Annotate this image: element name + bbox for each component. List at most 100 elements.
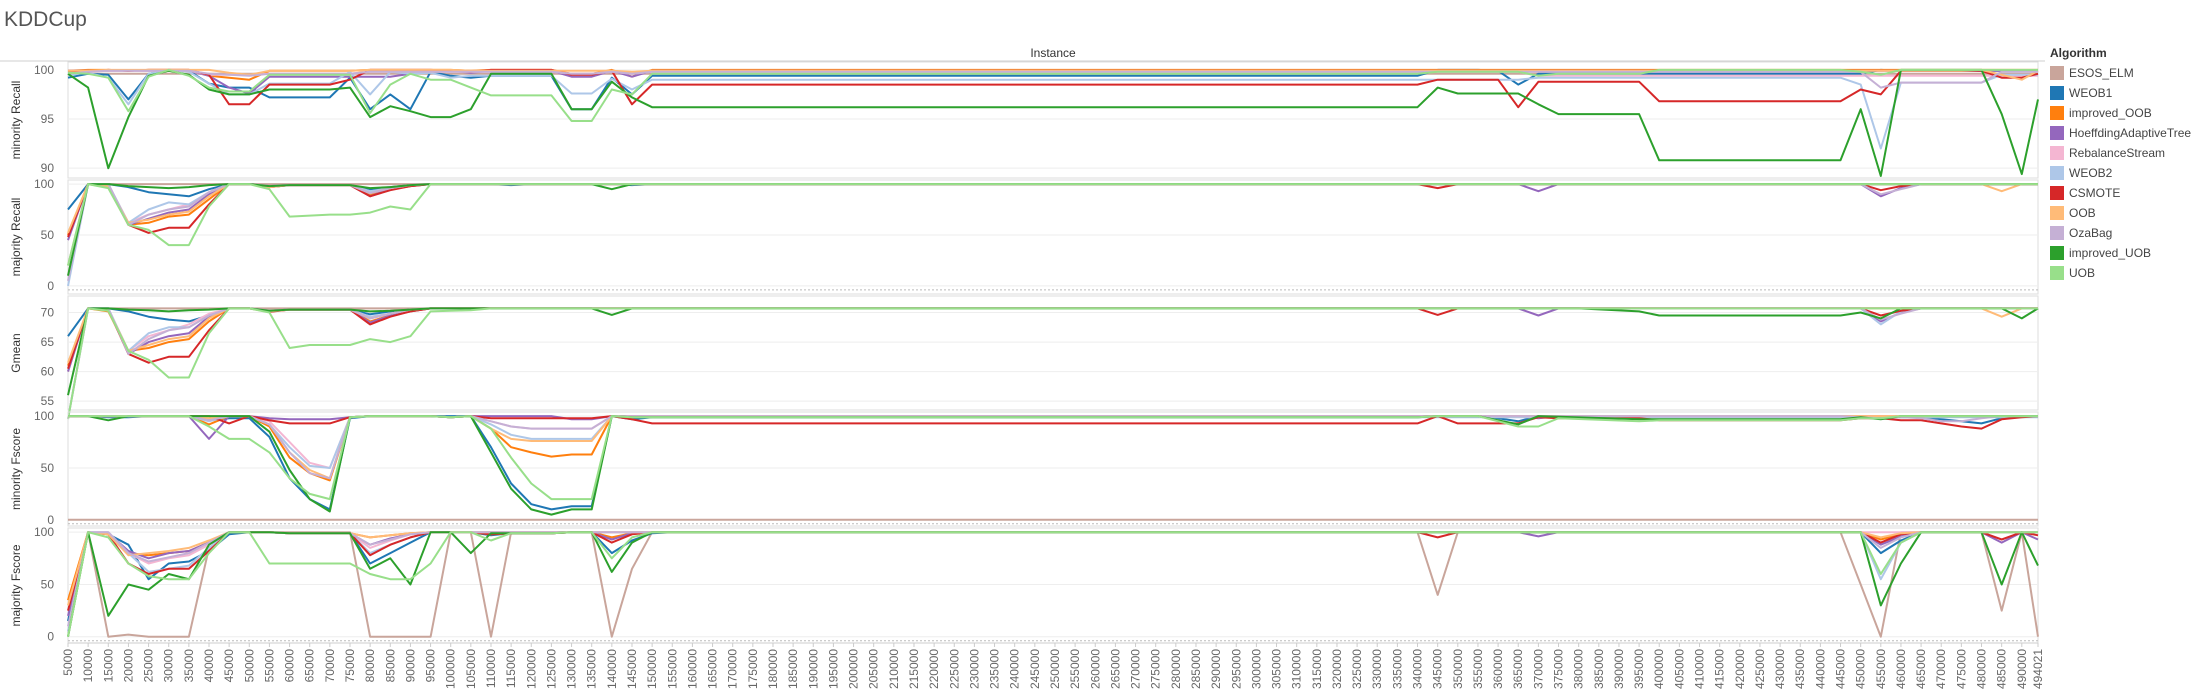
minority-recall-series-weob2 (67, 68, 2038, 150)
x-tick-label: 420000 (1733, 649, 1747, 689)
x-tick-label: 220000 (927, 649, 941, 689)
minority-recall-panel-frame (67, 61, 2039, 179)
x-tick-label: 415000 (1713, 649, 1727, 689)
legend-item-csmote[interactable]: CSMOTE (2050, 183, 2210, 203)
minority-fscore-y-tick-label: 100 (34, 409, 54, 423)
x-tick-label: 55000 (262, 649, 276, 683)
x-tick-label: 255000 (1068, 649, 1082, 689)
x-tick-label: 125000 (544, 649, 558, 689)
minority-recall-series-uob (67, 68, 2038, 122)
x-tick-label: 140000 (605, 649, 619, 689)
legend-item-weob2[interactable]: WEOB2 (2050, 163, 2210, 183)
minority-fscore-panel-frame (67, 411, 2039, 527)
x-tick-label: 265000 (1108, 649, 1122, 689)
legend-item-improved-oob[interactable]: improved_OOB (2050, 103, 2210, 123)
x-tick-label: 30000 (162, 649, 176, 683)
x-tick-label: 205000 (867, 649, 881, 689)
x-tick-label: 395000 (1632, 649, 1646, 689)
majority-recall-panel-frame (67, 179, 2039, 295)
x-tick-label: 375000 (1552, 649, 1566, 689)
gmean-series-improved-oob (67, 307, 2038, 367)
x-tick-label: 105000 (464, 649, 478, 689)
majority-recall-series-rebalancestream (67, 183, 2038, 276)
minority-fscore-series-improved-uob (68, 415, 2038, 516)
minority-fscore-series-weob1 (68, 415, 2038, 511)
majority-fscore-y-tick-label: 0 (47, 630, 54, 644)
x-tick-label: 235000 (988, 649, 1002, 689)
majority-recall-series-ozabag (67, 183, 2038, 282)
legend-item-ozabag[interactable]: OzaBag (2050, 223, 2210, 243)
legend-items: ESOS_ELM WEOB1 improved_OOB HoeffdingAdapti… (2050, 63, 2210, 283)
legend-item-uob[interactable]: UOB (2050, 263, 2210, 283)
minority-fscore-series-oob (68, 415, 2038, 480)
legend-label: improved_UOB (2069, 246, 2152, 260)
x-tick-label: 460000 (1894, 649, 1908, 689)
legend-label: RebalanceStream (2069, 146, 2166, 160)
x-tick-label: 345000 (1431, 649, 1445, 689)
gmean-series-improved-uob (67, 307, 2039, 396)
x-tick-label: 155000 (665, 649, 679, 689)
page-title: KDDCup (4, 8, 87, 31)
x-tick-label: 315000 (1310, 649, 1324, 689)
x-tick-label: 340000 (1411, 649, 1425, 689)
gmean-series-uob (67, 307, 2038, 420)
majority-fscore-axis-title: majority Fscore (9, 544, 23, 626)
x-tick-label: 260000 (1088, 649, 1102, 689)
x-tick-label: 300000 (1249, 649, 1263, 689)
legend-label: OOB (2069, 206, 2096, 220)
x-tick-label: 95000 (424, 649, 438, 683)
legend-item-oob[interactable]: OOB (2050, 203, 2210, 223)
x-tick-label: 305000 (1270, 649, 1284, 689)
x-tick-label: 150000 (645, 649, 659, 689)
majority-recall-series-esos-elm (67, 183, 2038, 266)
x-tick-label: 435000 (1793, 649, 1807, 689)
x-tick-label: 175000 (746, 649, 760, 689)
gmean-y-tick-label: 55 (41, 394, 55, 408)
legend-swatch (2050, 206, 2064, 220)
legend-swatch (2050, 86, 2064, 100)
legend-swatch (2050, 66, 2064, 80)
x-tick-label: 135000 (585, 649, 599, 689)
x-tick-label: 120000 (524, 649, 538, 689)
legend-label: WEOB1 (2069, 86, 2113, 100)
x-tick-label: 320000 (1330, 649, 1344, 689)
x-tick-label: 440000 (1813, 649, 1827, 689)
x-tick-label: 285000 (1189, 649, 1203, 689)
legend-label: UOB (2069, 266, 2096, 280)
legend-item-rebalancestream[interactable]: RebalanceStream (2050, 143, 2210, 163)
gmean-y-tick-label: 60 (41, 365, 55, 379)
minority-fscore-axis-title: minority Fscore (9, 428, 23, 510)
gmean-series-weob2 (67, 307, 2038, 420)
x-tick-label: 25000 (142, 649, 156, 683)
x-tick-label: 35000 (182, 649, 196, 683)
x-tick-label: 400000 (1652, 649, 1666, 689)
x-tick-label: 250000 (1048, 649, 1062, 689)
minority-fscore-series-ozabag (68, 415, 2038, 480)
x-tick-label: 290000 (1209, 649, 1223, 689)
x-tick-label: 60000 (283, 649, 297, 683)
x-tick-label: 225000 (947, 649, 961, 689)
x-tick-label: 445000 (1834, 649, 1848, 689)
x-tick-label: 210000 (887, 649, 901, 689)
majority-recall-series-uob (67, 183, 2038, 266)
legend-item-hoeffdingadaptivetree[interactable]: HoeffdingAdaptiveTree (2050, 123, 2210, 143)
x-tick-label: 385000 (1592, 649, 1606, 689)
x-tick-label: 410000 (1693, 649, 1707, 689)
x-tick-label: 360000 (1491, 649, 1505, 689)
x-tick-label: 180000 (766, 649, 780, 689)
legend-item-improved-uob[interactable]: improved_UOB (2050, 243, 2210, 263)
x-tick-label: 425000 (1753, 649, 1767, 689)
x-tick-label: 50000 (242, 649, 256, 683)
legend-item-esos-elm[interactable]: ESOS_ELM (2050, 63, 2210, 83)
legend-item-weob1[interactable]: WEOB1 (2050, 83, 2210, 103)
x-tick-label: 45000 (222, 649, 236, 683)
x-tick-label: 390000 (1612, 649, 1626, 689)
x-tick-label: 215000 (907, 649, 921, 689)
minority-fscore-y-tick-label: 50 (41, 461, 55, 475)
x-tick-label: 380000 (1572, 649, 1586, 689)
x-tick-label: 75000 (343, 649, 357, 683)
x-tick-label: 80000 (363, 649, 377, 683)
legend-swatch (2050, 106, 2064, 120)
x-tick-label: 20000 (121, 649, 135, 683)
x-tick-label: 110000 (484, 649, 498, 688)
